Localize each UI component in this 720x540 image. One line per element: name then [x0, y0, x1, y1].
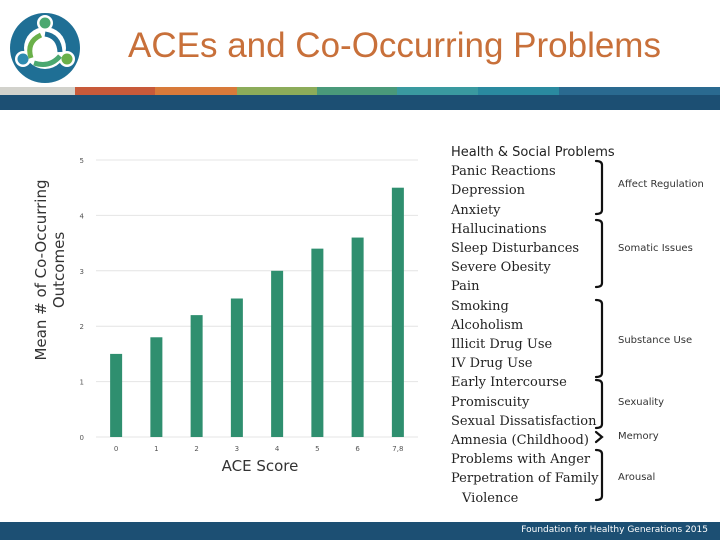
bar [150, 337, 163, 437]
footer-credit: Foundation for Healthy Generations 2015 [521, 525, 708, 535]
y-tick-label: 3 [80, 268, 84, 276]
bar [271, 270, 284, 437]
x-tick-label: 6 [355, 445, 360, 453]
page-title: ACEs and Co-Occurring Problems [128, 26, 661, 65]
problem-item: Panic Reactions [451, 164, 556, 180]
stripe-segment [559, 87, 720, 95]
bar [110, 353, 123, 437]
bar [391, 187, 404, 437]
bar [311, 248, 324, 437]
problem-item: Amnesia (Childhood) [451, 433, 589, 449]
problem-item: Problems with Anger [451, 452, 591, 468]
problem-item: Alcoholism [451, 317, 524, 333]
problem-item: Severe Obesity [451, 260, 551, 276]
problem-item: Perpetration of Family [451, 471, 599, 487]
color-stripe [0, 87, 720, 95]
problems-list: Health & Social Problems Panic Reactions… [451, 143, 631, 508]
stripe-segment [155, 87, 237, 95]
x-axis-label: ACE Score [221, 457, 299, 475]
problem-item: Anxiety [451, 202, 501, 218]
category-label: Sexuality [618, 397, 665, 408]
y-tick-label: 4 [80, 212, 85, 220]
category-label: Arousal [618, 472, 656, 483]
problem-item: Sleep Disturbances [451, 241, 580, 257]
problem-item: Early Intercourse [451, 375, 567, 391]
problem-item: Violence [462, 490, 519, 506]
problems-header: Health & Social Problems [451, 145, 615, 160]
stripe-segment [397, 87, 478, 95]
problem-item: Sexual Dissatisfaction [451, 413, 597, 429]
problem-item: IV Drug Use [451, 356, 533, 372]
stripe-segment [75, 87, 155, 95]
header-band [0, 95, 720, 110]
footer-bar: Foundation for Healthy Generations 2015 [0, 522, 720, 540]
y-tick-label: 1 [80, 379, 84, 387]
problem-item: Illicit Drug Use [451, 337, 553, 353]
x-tick-label: 0 [114, 445, 118, 453]
y-tick-label: 2 [80, 323, 84, 331]
problem-item: Promiscuity [451, 394, 530, 410]
stripe-segment [317, 87, 397, 95]
bar [230, 298, 243, 437]
bar [190, 315, 203, 437]
y-tick-label: 5 [80, 157, 84, 165]
problem-item: Hallucinations [451, 221, 547, 237]
x-tick-label: 5 [315, 445, 319, 453]
y-tick-label: 0 [80, 434, 84, 442]
ace-bar-chart: 0 1 2 3 4 5 0 1 2 3 4 5 6 7,8 [80, 157, 418, 453]
x-tick-label: 1 [154, 445, 158, 453]
category-label: Substance Use [618, 335, 693, 346]
category-label: Somatic Issues [618, 243, 693, 254]
category-label: Memory [618, 431, 659, 442]
problem-item: Depression [451, 183, 526, 199]
x-tick-label: 4 [275, 445, 280, 453]
problem-item: Pain [451, 279, 480, 295]
stripe-segment [237, 87, 317, 95]
category-label: Affect Regulation [618, 179, 704, 190]
y-axis-label: Mean # of Co-Occurring Outcomes [32, 179, 68, 361]
problem-item: Smoking [451, 298, 509, 314]
bar [351, 237, 364, 437]
stripe-segment [478, 87, 559, 95]
x-tick-label: 7,8 [392, 445, 403, 453]
foundation-logo [10, 13, 80, 83]
stripe-segment [0, 87, 75, 95]
x-tick-label: 2 [194, 445, 198, 453]
x-tick-label: 3 [235, 445, 239, 453]
